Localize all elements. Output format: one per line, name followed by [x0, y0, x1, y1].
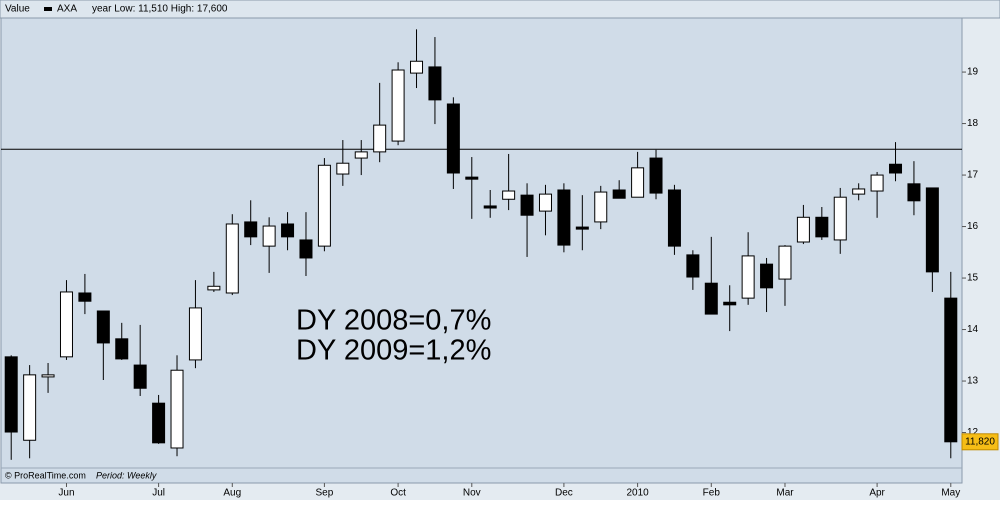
candle-body — [410, 60, 424, 74]
candle-body — [41, 374, 55, 378]
x-tick-label: Sep — [316, 488, 334, 499]
y-tick-label: 18 — [967, 118, 979, 129]
candle-body — [612, 189, 626, 199]
x-tick-label: Jun — [58, 488, 74, 499]
last-price-box — [961, 433, 999, 451]
annotation: DY 2009=1,2% — [296, 335, 491, 367]
candle-body — [760, 263, 774, 289]
candle-body — [96, 310, 110, 344]
header-label: Value — [5, 4, 30, 15]
y-tick-label: 14 — [967, 324, 979, 335]
candle-body — [244, 221, 258, 238]
candle-body — [557, 189, 571, 246]
candle-body — [170, 369, 184, 449]
candle-body — [852, 188, 866, 195]
x-tick-label: Nov — [463, 488, 481, 499]
footer-period: Period: Weekly — [96, 470, 157, 480]
candle-body — [59, 291, 73, 358]
header-range: year Low: 11,510 High: 17,600 — [92, 4, 228, 15]
candle-body — [281, 223, 295, 238]
candle-body — [686, 254, 700, 278]
candle-body — [207, 285, 221, 291]
y-tick-label: 17 — [967, 170, 979, 181]
y-tick-label: 15 — [967, 273, 979, 284]
candle-body — [870, 174, 884, 192]
candle-body — [889, 163, 903, 174]
candle-body — [723, 301, 737, 306]
x-tick-label: Aug — [223, 488, 241, 499]
candle-body — [649, 157, 663, 194]
candle-body — [299, 239, 313, 259]
candle-body — [188, 307, 202, 361]
candle-body — [225, 223, 239, 294]
annotation: DY 2008=0,7% — [296, 305, 491, 337]
candle-body — [78, 292, 92, 302]
candle-body — [391, 69, 405, 142]
candle-body — [575, 226, 589, 230]
candle-body — [778, 245, 792, 280]
header-symbol: AXA — [57, 4, 77, 15]
candle-body — [354, 151, 368, 159]
candle-body — [446, 103, 460, 174]
y-tick-label: 19 — [967, 67, 979, 78]
candle-body — [4, 356, 18, 433]
candle-body — [373, 124, 387, 153]
candle-body — [502, 190, 516, 200]
candle-body — [631, 167, 645, 198]
candle-body — [815, 216, 829, 238]
candle-body — [944, 297, 958, 443]
candle-body — [428, 66, 442, 101]
x-tick-label: Apr — [869, 488, 885, 499]
last-price-label: 11,820 — [965, 436, 995, 447]
y-tick-label: 12 — [967, 427, 979, 438]
candle-body — [23, 374, 37, 441]
candle-body — [741, 255, 755, 299]
x-tick-label: 2010 — [626, 488, 649, 499]
candle-body — [796, 216, 810, 243]
x-tick-label: Mar — [776, 488, 794, 499]
candle-body — [907, 183, 921, 202]
x-tick-label: Feb — [703, 488, 721, 499]
y-tick-label: 13 — [967, 376, 979, 387]
footer-source: © ProRealTime.com — [5, 470, 86, 480]
candle-body — [152, 402, 166, 444]
candle-body — [483, 205, 497, 209]
candle-body — [520, 194, 534, 216]
candle-body — [465, 176, 479, 180]
candle-body — [133, 364, 147, 389]
x-tick-label: Dec — [555, 488, 573, 499]
candle-body — [833, 196, 847, 241]
candle-body — [538, 193, 552, 212]
x-tick-label: Jul — [152, 488, 165, 499]
x-tick-label: May — [941, 488, 960, 499]
candle-body — [317, 164, 331, 247]
candle-body — [704, 282, 718, 315]
candle-body — [115, 338, 129, 360]
candle-body — [262, 225, 276, 247]
x-tick-label: Oct — [390, 488, 406, 499]
candle-body — [925, 187, 939, 273]
plot-area — [0, 17, 963, 484]
legend-swatch — [44, 7, 52, 11]
candle-body — [667, 189, 681, 247]
candle-body — [594, 191, 608, 223]
y-tick-label: 16 — [967, 221, 979, 232]
candle-body — [336, 162, 350, 175]
